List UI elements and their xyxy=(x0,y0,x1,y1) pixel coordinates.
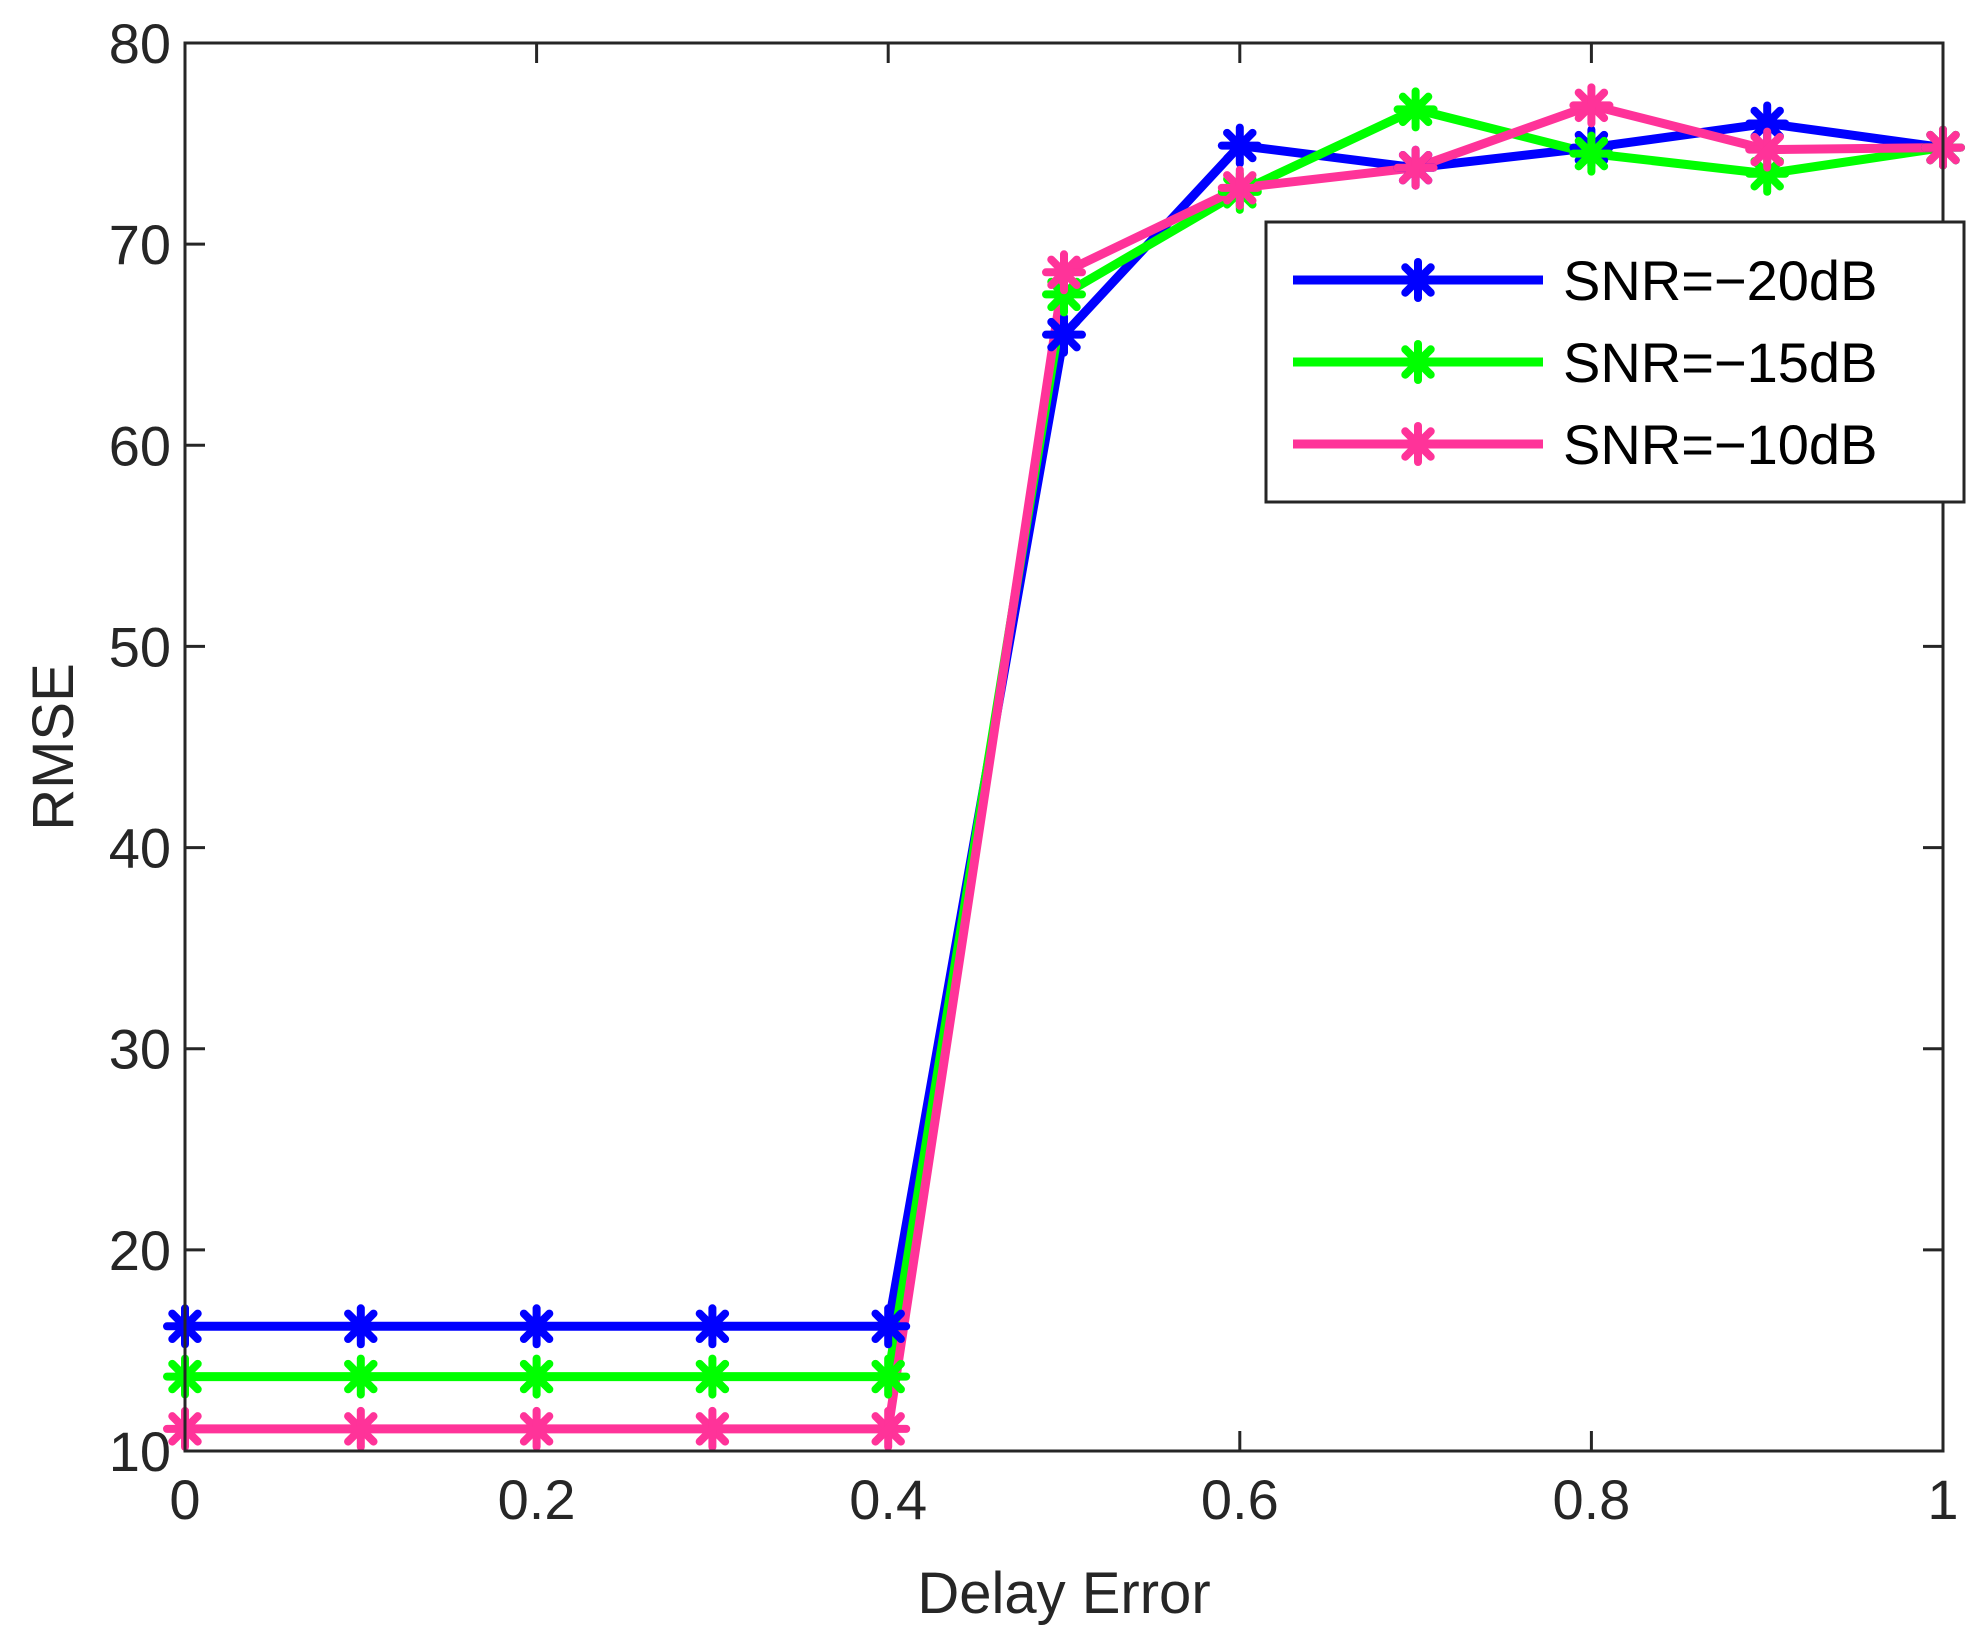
legend-label-2: SNR=−10dB xyxy=(1563,413,1877,476)
series-2-point xyxy=(1569,83,1614,128)
series-2-point xyxy=(1393,145,1438,190)
series-2-point xyxy=(866,1406,911,1451)
series-2-point xyxy=(338,1406,383,1451)
series-2-point xyxy=(1217,165,1262,210)
x-tick-label: 0.6 xyxy=(1201,1468,1279,1531)
plot-frame xyxy=(183,41,1945,1453)
series-1-point xyxy=(866,1354,911,1399)
x-axis-label: Delay Error xyxy=(917,1561,1210,1626)
legend: SNR=−20dB SNR=−15dB SNR=−10dB xyxy=(1264,220,1966,504)
series-1-point xyxy=(690,1354,735,1399)
series-0-point xyxy=(338,1304,383,1349)
series-2-point xyxy=(514,1406,559,1451)
x-tick-label: 1 xyxy=(1927,1468,1958,1531)
x-tick-label: 0.8 xyxy=(1552,1468,1630,1531)
x-tick-label: 0 xyxy=(169,1468,200,1531)
legend-marker-1 xyxy=(1396,340,1440,384)
y-tick-label: 10 xyxy=(109,1420,171,1483)
y-tick-label: 80 xyxy=(109,12,171,75)
legend-marker-2 xyxy=(1396,422,1440,466)
x-tick-label: 0.2 xyxy=(498,1468,576,1531)
series-0-point xyxy=(1042,312,1086,357)
series-2-point xyxy=(690,1406,735,1451)
x-tick-label: 0.4 xyxy=(849,1468,927,1531)
series-2-point xyxy=(1745,127,1790,172)
series-1-point xyxy=(514,1354,559,1399)
legend-marker-0 xyxy=(1396,258,1440,302)
legend-label-0: SNR=−20dB xyxy=(1563,249,1877,312)
y-tick-label: 60 xyxy=(109,414,171,477)
y-tick-label: 20 xyxy=(109,1219,171,1282)
y-tick-label: 70 xyxy=(109,213,171,276)
series-0-point xyxy=(1217,123,1262,168)
legend-label-1: SNR=−15dB xyxy=(1563,331,1877,394)
series-0-point xyxy=(866,1304,911,1349)
series-2-point xyxy=(1042,250,1086,295)
series-0-point xyxy=(690,1304,735,1349)
tick-labels: 0 0.2 0.4 0.6 0.8 1 10 20 30 40 50 60 70 80 xyxy=(109,12,1959,1531)
series-0-point xyxy=(514,1304,559,1349)
y-tick-label: 50 xyxy=(109,615,171,678)
y-tick-label: 30 xyxy=(109,1018,171,1081)
y-axis-label: RMSE xyxy=(21,663,86,831)
y-tick-label: 40 xyxy=(109,817,171,880)
series-1-point xyxy=(1569,131,1614,176)
series-1-point xyxy=(338,1354,383,1399)
series-1-point xyxy=(1393,87,1438,132)
